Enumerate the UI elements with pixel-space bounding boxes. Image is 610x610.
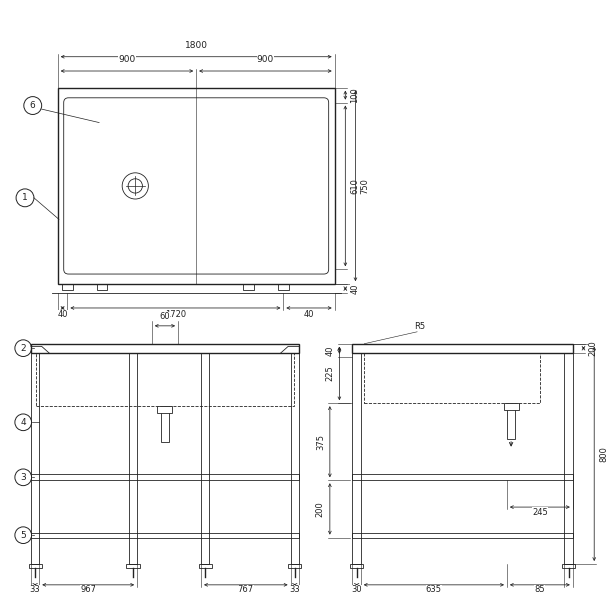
- Bar: [243, 284, 254, 290]
- Text: 200: 200: [316, 501, 325, 517]
- Bar: [126, 564, 140, 568]
- Text: 610: 610: [350, 178, 359, 194]
- Text: 635: 635: [426, 586, 442, 594]
- Text: 200: 200: [589, 340, 598, 356]
- Bar: [564, 353, 573, 564]
- Bar: [31, 475, 299, 480]
- Text: 1720: 1720: [165, 310, 186, 318]
- Text: 900: 900: [257, 55, 274, 64]
- Bar: [62, 284, 73, 290]
- Text: R5: R5: [415, 321, 426, 331]
- Text: 60: 60: [160, 312, 170, 321]
- Bar: [129, 353, 137, 564]
- Bar: [97, 284, 107, 290]
- Text: 4: 4: [20, 418, 26, 427]
- Text: 85: 85: [534, 586, 545, 594]
- Bar: [31, 533, 299, 537]
- Text: 30: 30: [351, 586, 362, 594]
- Bar: [31, 343, 299, 353]
- Text: 750: 750: [361, 178, 370, 194]
- Bar: [288, 564, 301, 568]
- Text: 40: 40: [57, 310, 68, 318]
- Bar: [201, 353, 209, 564]
- Bar: [31, 353, 39, 564]
- Bar: [157, 406, 173, 414]
- Text: 40: 40: [350, 284, 359, 294]
- Text: 100: 100: [350, 87, 359, 103]
- Text: 40: 40: [304, 310, 314, 318]
- Bar: [278, 284, 289, 290]
- Bar: [504, 403, 518, 411]
- Text: 40: 40: [325, 345, 334, 356]
- Bar: [29, 564, 42, 568]
- Text: 33: 33: [30, 586, 40, 594]
- Text: 767: 767: [238, 586, 254, 594]
- Text: 245: 245: [532, 508, 548, 517]
- Text: 800: 800: [599, 446, 608, 462]
- Bar: [507, 403, 515, 439]
- Bar: [36, 353, 294, 406]
- Bar: [290, 353, 299, 564]
- Bar: [353, 343, 573, 353]
- Text: 1: 1: [22, 193, 28, 203]
- Bar: [353, 475, 573, 480]
- Bar: [364, 353, 540, 403]
- Text: 5: 5: [20, 531, 26, 540]
- Bar: [562, 564, 575, 568]
- Bar: [353, 533, 573, 537]
- Text: 1800: 1800: [185, 41, 207, 49]
- Bar: [353, 353, 361, 564]
- Text: 6: 6: [30, 101, 35, 110]
- Bar: [58, 88, 335, 284]
- Text: 3: 3: [20, 473, 26, 482]
- Text: 900: 900: [118, 55, 135, 64]
- Text: 33: 33: [289, 586, 300, 594]
- Text: 967: 967: [80, 586, 96, 594]
- Bar: [350, 564, 364, 568]
- Text: 225: 225: [325, 365, 334, 381]
- Text: 2: 2: [20, 343, 26, 353]
- Bar: [161, 406, 169, 442]
- Text: 375: 375: [316, 434, 325, 450]
- Bar: [199, 564, 212, 568]
